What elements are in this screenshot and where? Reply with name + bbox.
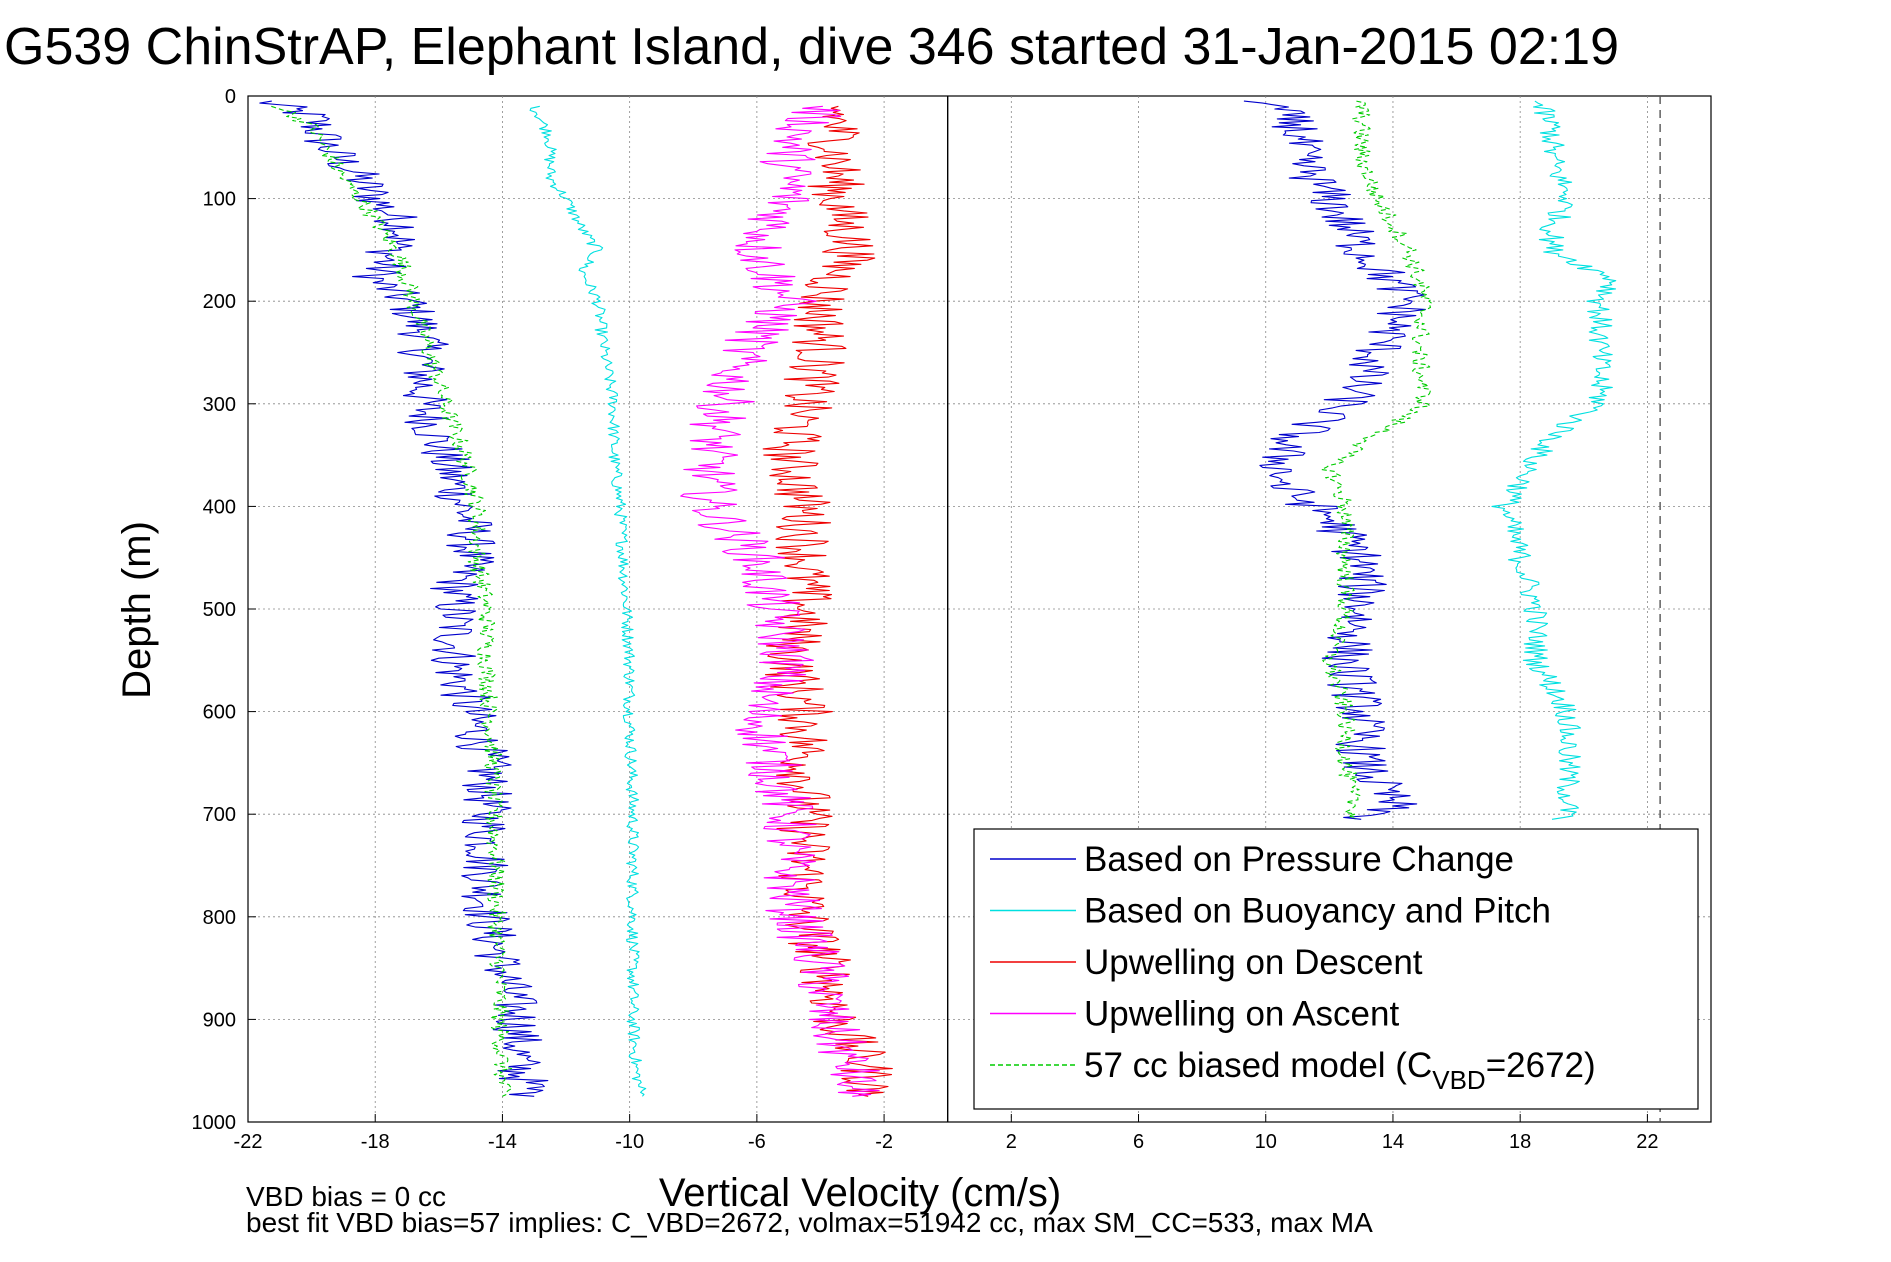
legend-box [973,828,1699,1110]
x-tick-label: -22 [234,1131,263,1153]
x-tick-label: 2 [1006,1131,1017,1153]
legend-entry: Based on Buoyancy and Pitch [1084,892,1551,931]
legend: Based on Pressure Change Based on Buoyanc… [973,828,1699,1110]
x-tick-label: -14 [488,1131,517,1153]
legend-entry-rest: =2672) [1486,1046,1596,1085]
legend-entry: Based on Pressure Change [1084,840,1514,879]
x-tick-label: -10 [615,1131,644,1153]
y-tick-label: 0 [225,86,236,108]
y-tick-label: 300 [203,394,236,416]
x-tick-label: 10 [1255,1131,1277,1153]
chart-title: G539 ChinStrAP, Elephant Island, dive 34… [4,18,1619,76]
series-line-upwelling_ascent [680,105,880,1097]
y-tick-label: 900 [203,1009,236,1031]
legend-entry: Upwelling on Ascent [1084,995,1399,1034]
y-tick-label: 600 [203,702,236,724]
x-tick-label: -18 [361,1131,390,1153]
x-axis-label: Vertical Velocity (cm/s) [659,1171,1061,1215]
x-tick-label: 14 [1382,1131,1404,1153]
series-line-model_descent [271,105,513,1097]
legend-entry: Upwelling on Descent [1084,943,1423,982]
footnote-vbd-bias: VBD bias = 0 cc [246,1181,446,1212]
y-tick-label: 1000 [192,1112,237,1134]
y-tick-label: 400 [203,496,236,518]
x-tick-label: 18 [1509,1131,1531,1153]
footnote-best-fit: best fit VBD bias=57 implies: C_VBD=2672… [246,1207,1373,1238]
y-tick-label: 800 [203,907,236,929]
plot-area: -22 -18 -14 -10 -6 -2 2 6 10 14 18 2201002003004005… [192,86,1712,1153]
series-line-buoyancy_ascent [1491,100,1617,820]
series-line-buoyancy_descent [529,105,647,1097]
series-line-pressure_descent [259,100,549,1097]
x-tick-label: 6 [1133,1131,1144,1153]
x-tick-label: -2 [875,1131,893,1153]
y-tick-label: 700 [203,804,236,826]
y-tick-label: 200 [203,291,236,313]
y-tick-label: 500 [203,599,236,621]
y-axis-label: Depth (m) [115,521,159,699]
series-line-model_ascent [1320,100,1433,820]
x-tick-label: 22 [1636,1131,1658,1153]
series-line-pressure_ascent [1243,100,1426,820]
legend-subscript: VBD [1432,1065,1485,1095]
y-tick-label: 100 [203,189,236,211]
x-tick-label: -6 [748,1131,766,1153]
